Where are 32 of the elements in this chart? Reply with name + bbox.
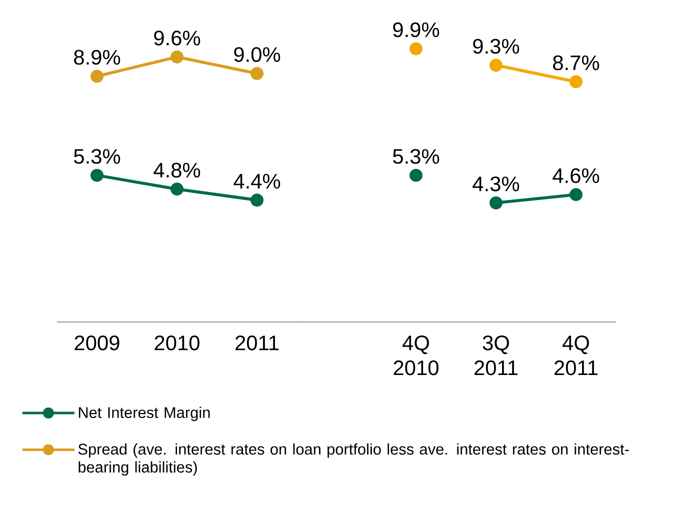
point — [90, 168, 104, 182]
data-label: 5.3% — [74, 148, 120, 164]
legend-label: Spread (ave. interest rates on loan portfolio less ave. interest rates on interest-bearing liabilities) — [78, 443, 629, 476]
point — [170, 182, 184, 196]
data-label: 8.9% — [74, 50, 120, 65]
x-tick-label: 3Q 2011 — [474, 336, 518, 376]
data-label: 9.9% — [393, 22, 440, 38]
point — [250, 194, 264, 207]
point — [250, 66, 264, 80]
data-label: 9.3% — [473, 38, 520, 54]
x-tick-label: 4Q 2010 — [394, 336, 438, 376]
x-tick-label: 4Q 2011 — [554, 336, 598, 376]
point — [570, 75, 583, 88]
point — [410, 168, 423, 182]
point — [90, 70, 104, 83]
point — [170, 50, 184, 64]
data-label: 4.3% — [472, 176, 520, 192]
data-label: 8.7% — [553, 55, 600, 70]
x-tick-label: 2011 — [236, 336, 278, 350]
data-label: 4.4% — [234, 174, 280, 189]
x-tick-label: 2010 — [154, 336, 200, 350]
data-label: 5.3% — [393, 148, 440, 164]
x-tick-label: 2009 — [74, 336, 120, 350]
data-label: 9.0% — [234, 47, 280, 62]
data-label: 9.6% — [154, 30, 200, 46]
legend-label: Net Interest Margin — [78, 406, 210, 422]
data-label: 4.6% — [552, 168, 600, 184]
point — [490, 58, 503, 72]
point — [410, 42, 423, 56]
point — [570, 188, 583, 202]
data-label: 4.8% — [154, 162, 200, 178]
point — [490, 196, 503, 210]
